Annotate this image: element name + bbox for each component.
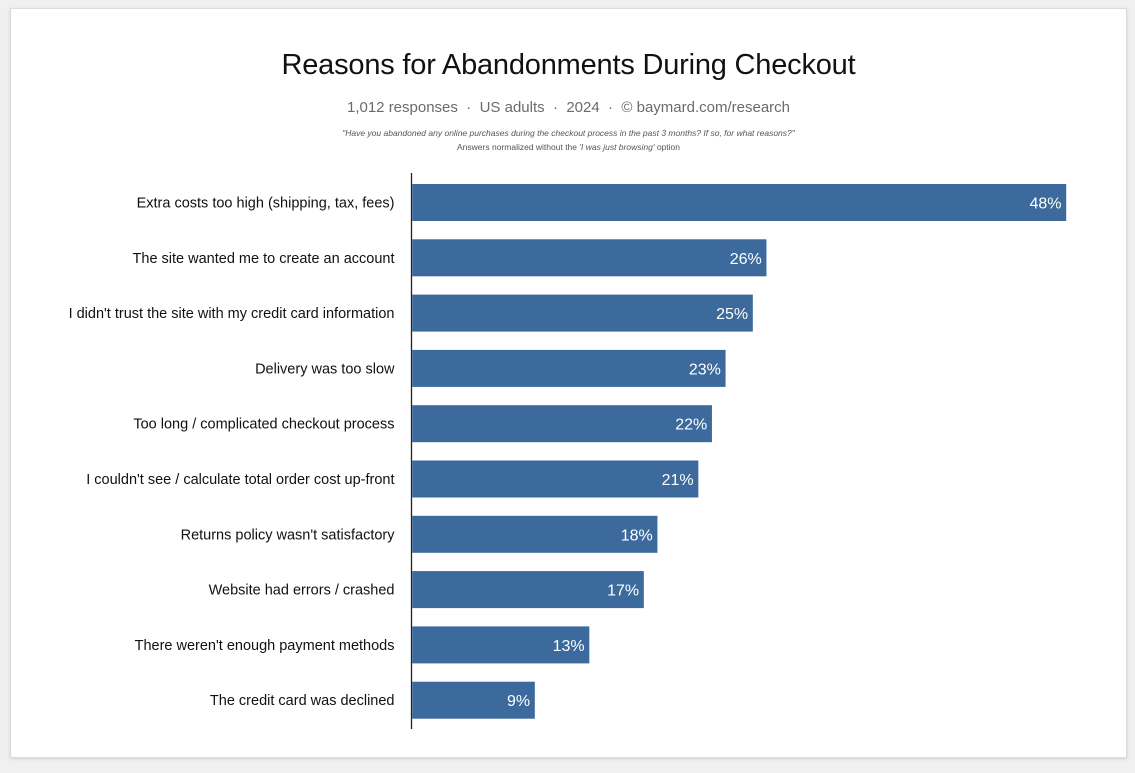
value-label: 48% xyxy=(1029,196,1061,213)
value-label: 17% xyxy=(607,583,639,600)
category-label: Delivery was too slow xyxy=(255,361,395,377)
subtitle-separator: · xyxy=(608,99,614,116)
bar-3 xyxy=(412,349,726,387)
bar-9 xyxy=(412,681,535,719)
category-label: The site wanted me to create an account xyxy=(133,251,395,267)
category-label: Extra costs too high (shipping, tax, fee… xyxy=(137,196,395,212)
value-label: 18% xyxy=(621,527,653,544)
subtitle-responses: 1,012 responses xyxy=(346,99,458,116)
value-label: 26% xyxy=(730,251,762,268)
bar-0 xyxy=(412,184,1067,221)
subtitle-separator: · xyxy=(466,99,472,116)
subtitle-separator: · xyxy=(552,99,558,116)
note-suffix: option xyxy=(654,142,680,152)
bar-1 xyxy=(412,239,767,277)
value-label: 25% xyxy=(716,306,748,323)
category-label: I didn't trust the site with my credit c… xyxy=(69,306,395,322)
value-label: 13% xyxy=(553,638,585,655)
category-label: Returns policy wasn't satisfactory xyxy=(181,527,396,543)
subtitle-source: © baymard.com/research xyxy=(621,99,791,116)
value-label: 23% xyxy=(689,361,721,378)
chart-title: Reasons for Abandonments During Checkout xyxy=(281,49,856,81)
value-label: 21% xyxy=(662,472,694,489)
subtitle-population: US adults xyxy=(479,99,545,116)
value-label: 22% xyxy=(675,417,707,434)
chart-subtitle: 1,012 responses · US adults · 2024 · © b… xyxy=(11,99,1126,116)
bar-2 xyxy=(412,294,753,332)
bar-5 xyxy=(412,460,699,498)
bar-7 xyxy=(412,571,644,609)
category-label: There weren't enough payment methods xyxy=(135,638,395,654)
category-label: Website had errors / crashed xyxy=(209,583,395,599)
bar-6 xyxy=(412,515,658,553)
bar-4 xyxy=(412,405,712,443)
bar-8 xyxy=(412,626,590,664)
survey-question: "Have you abandoned any online purchases… xyxy=(342,128,795,138)
value-label: 9% xyxy=(507,693,530,710)
category-label: I couldn't see / calculate total order c… xyxy=(86,472,394,488)
note-emphasis: 'I was just browsing' xyxy=(579,142,655,152)
category-label: The credit card was declined xyxy=(210,693,395,709)
subtitle-year: 2024 xyxy=(566,99,600,116)
normalization-note: Answers normalized without the 'I was ju… xyxy=(11,142,1126,152)
note-prefix: Answers normalized without the xyxy=(457,142,580,152)
category-label: Too long / complicated checkout process xyxy=(133,417,394,433)
